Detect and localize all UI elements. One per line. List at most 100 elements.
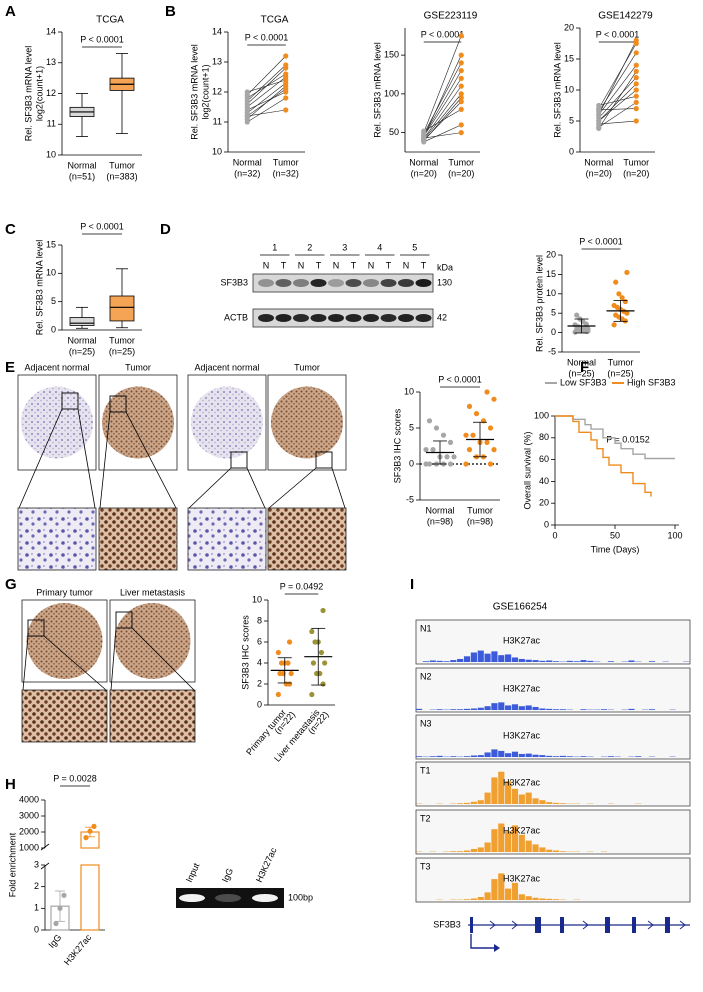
y-tick-label: 5: [409, 422, 414, 432]
pair-line: [598, 77, 637, 119]
signal-bar: [546, 849, 553, 852]
y-tick-label: 14: [212, 26, 222, 36]
point: [320, 681, 326, 687]
signal-bar: [505, 781, 512, 804]
point: [310, 660, 317, 666]
p-value: P < 0.0001: [80, 221, 124, 231]
axis-break: [40, 843, 50, 851]
point: [283, 62, 289, 68]
signal-bar: [457, 658, 464, 662]
zoom-line: [43, 635, 107, 691]
y-tick-label: 15: [46, 239, 56, 249]
y-axis-label: log2(count+1): [34, 66, 44, 121]
blot-band: [258, 279, 274, 287]
y-tick-label: 0: [544, 519, 549, 529]
y-tick-label: 60: [539, 454, 549, 464]
signal-bar: [553, 709, 560, 710]
signal-bar: [450, 709, 457, 710]
point: [244, 89, 250, 95]
point: [633, 75, 639, 81]
signal-bar: [470, 848, 477, 852]
signal-bar: [559, 851, 567, 852]
lane-number: 2: [307, 242, 312, 252]
signal-bar: [484, 653, 491, 662]
blot-strip: [252, 273, 434, 293]
y-tick-label: 20: [546, 249, 556, 259]
zoom-line: [188, 467, 232, 509]
pair-line: [598, 89, 637, 122]
point: [458, 99, 464, 105]
point: [484, 439, 490, 445]
signal-bar: [580, 756, 587, 757]
point: [585, 328, 591, 334]
signal-bar: [470, 898, 477, 900]
signal-bar: [463, 756, 471, 757]
blot-band: [415, 314, 432, 322]
x-tick-label: 50: [610, 530, 620, 540]
signal-bar: [463, 802, 471, 804]
track-frame: [415, 761, 691, 807]
y-axis-label: Rel. SF3B3 protein level: [534, 255, 544, 352]
point: [613, 312, 619, 318]
signal-bar: [463, 899, 471, 900]
lane-group: T: [386, 260, 392, 270]
survival-curve: [555, 415, 652, 497]
y-axis-label: log2(count+1): [200, 64, 210, 119]
point: [491, 396, 497, 402]
n-label: (n=25): [69, 346, 95, 356]
point: [596, 107, 602, 113]
signal-bar: [484, 892, 491, 900]
signal-bar: [505, 831, 512, 852]
signal-bar: [505, 705, 512, 710]
blot-band: [275, 279, 292, 287]
point: [633, 118, 639, 124]
y-tick-label: 2000: [19, 826, 39, 836]
x-tick-label: Normal: [425, 505, 454, 515]
point: [633, 81, 639, 87]
y-tick-label: 100: [384, 88, 399, 98]
signal-bar: [477, 707, 484, 710]
signal-bar: [566, 756, 573, 757]
signal-bar: [580, 709, 587, 710]
y-tick-label: 10: [46, 149, 56, 159]
y-tick-label: 11: [47, 119, 56, 129]
pair-line: [423, 124, 462, 143]
track-label: N2: [420, 671, 432, 681]
promoter-head: [494, 944, 500, 952]
n-label: (n=20): [586, 168, 612, 178]
p-value: P < 0.0001: [438, 374, 482, 384]
n-label: (n=25): [607, 368, 633, 378]
zoom-image: [109, 689, 196, 743]
signal-bar: [477, 800, 484, 804]
signal-bar: [477, 650, 484, 662]
y-tick-label: 10: [546, 288, 556, 298]
signal-bar: [518, 753, 525, 757]
lane-group: T: [421, 260, 427, 270]
y-tick-label: 14: [46, 26, 56, 36]
signal-bar: [511, 657, 519, 662]
chart-title: GSE223119: [424, 11, 478, 22]
peak-label: H3K27ac: [503, 635, 541, 645]
y-tick-label: 10: [212, 146, 222, 156]
point: [283, 77, 289, 83]
signal-bar: [511, 704, 519, 710]
signal-bar: [470, 708, 477, 710]
n-label: (n=32): [273, 168, 299, 178]
point: [283, 53, 289, 59]
point: [244, 98, 250, 104]
signal-bar: [457, 851, 464, 852]
image-label: Adjacent normal: [194, 362, 259, 372]
x-tick-label: Normal: [67, 160, 96, 170]
x-tick-label: Tumor: [109, 335, 135, 345]
point: [451, 454, 457, 460]
blot-row-label: ACTB: [224, 312, 248, 322]
signal-bar: [450, 660, 457, 662]
signal-bar: [511, 751, 519, 757]
strand-arrow: [679, 920, 686, 930]
signal-bar: [498, 750, 505, 757]
lane-number: 1: [272, 242, 277, 252]
signal-bar: [505, 753, 512, 757]
point: [458, 83, 464, 89]
panel-letter: B: [165, 3, 176, 20]
